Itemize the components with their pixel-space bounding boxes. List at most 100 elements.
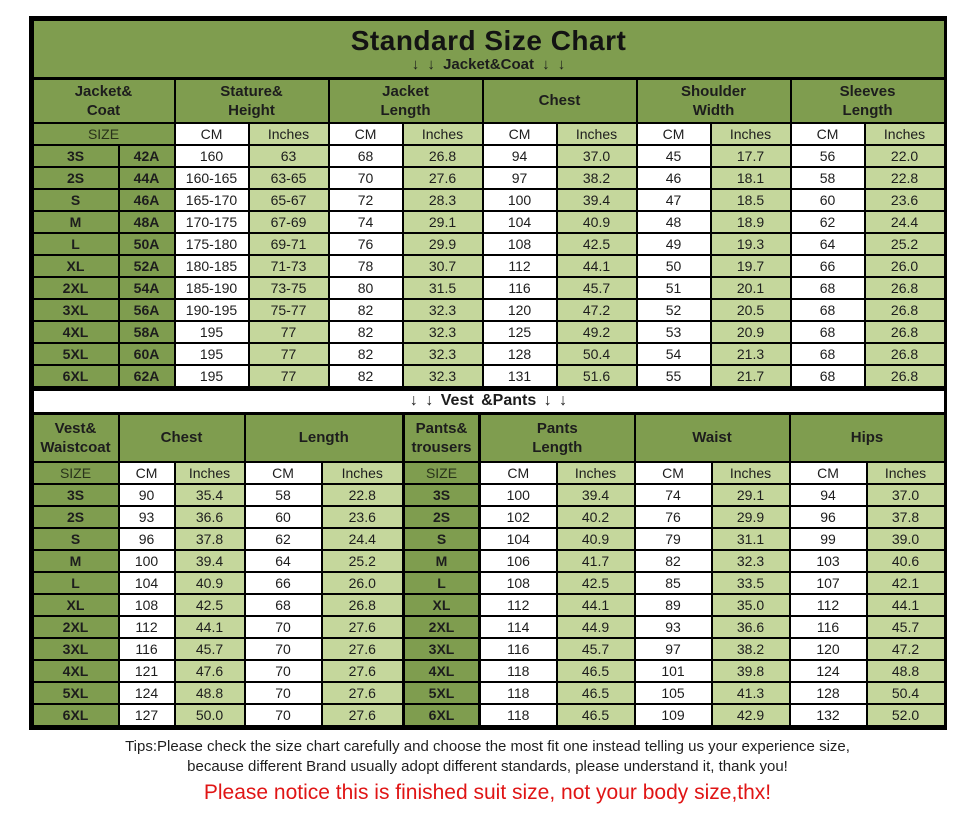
group-header-row: Jacket& Coat Stature& Height Jacket Length… (31, 77, 946, 125)
value-cell: 108 (481, 232, 558, 257)
value-cell: 22.0 (863, 144, 946, 169)
value-cell: 41.7 (555, 549, 636, 574)
value-cell: 195 (173, 342, 250, 367)
value-cell: 124 (788, 659, 868, 684)
jacket-coat-body: Jacket& Coat Stature& Height Jacket Length… (31, 77, 946, 389)
unit-header-cell: Inches (710, 461, 791, 486)
column-group-header: Chest (481, 77, 638, 125)
size-cell: 54A (117, 276, 176, 301)
unit-header-cell: Inches (555, 461, 636, 486)
value-cell: 190-195 (173, 298, 250, 323)
value-cell: 32.3 (401, 342, 484, 367)
size-cell: S (31, 527, 120, 552)
value-cell: 40.9 (173, 571, 246, 596)
value-cell: 90 (117, 483, 176, 508)
value-cell: 89 (633, 593, 713, 618)
unit-header-cell: CM (481, 122, 558, 147)
size-cell: 3XL (402, 637, 481, 662)
band-row: ↓ ↓ Vest &Pants ↓ ↓ (31, 388, 946, 416)
table-row: 4XL 58A 195 77 82 32.3 125 49.2 53 20.9 68 26.8 (31, 320, 946, 345)
value-cell: 75-77 (247, 298, 330, 323)
value-cell: 64 (789, 232, 866, 257)
value-cell: 27.6 (320, 637, 405, 662)
size-cell: 2S (31, 505, 120, 530)
unit-header-cell: Inches (709, 122, 792, 147)
value-cell: 127 (117, 703, 176, 728)
value-cell: 26.8 (863, 298, 946, 323)
value-cell: 102 (478, 505, 558, 530)
size-cell: 46A (117, 188, 176, 213)
value-cell: 175-180 (173, 232, 250, 257)
value-cell: 100 (117, 549, 176, 574)
unit-header-cell: Inches (247, 122, 330, 147)
value-cell: 25.2 (320, 549, 405, 574)
value-cell: 116 (481, 276, 558, 301)
value-cell: 44.1 (865, 593, 946, 618)
unit-header-row: SIZE CM Inches CM Inches CM Inches CM Inches CM In… (31, 122, 946, 147)
value-cell: 39.4 (173, 549, 246, 574)
size-cell: 50A (117, 232, 176, 257)
value-cell: 40.2 (555, 505, 636, 530)
value-cell: 37.8 (173, 527, 246, 552)
value-cell: 31.5 (401, 276, 484, 301)
size-cell: XL (31, 254, 120, 279)
value-cell: 32.3 (401, 298, 484, 323)
unit-header-cell: Inches (173, 461, 246, 486)
size-cell: L (402, 571, 481, 596)
size-cell: 58A (117, 320, 176, 345)
value-cell: 40.6 (865, 549, 946, 574)
column-group-header: Shoulder Width (635, 77, 792, 125)
chart-title: Standard Size Chart (350, 25, 627, 56)
value-cell: 45.7 (555, 276, 638, 301)
value-cell: 131 (481, 364, 558, 389)
value-cell: 42.5 (555, 571, 636, 596)
value-cell: 65-67 (247, 188, 330, 213)
value-cell: 19.3 (709, 232, 792, 257)
value-cell: 104 (117, 571, 176, 596)
value-cell: 66 (243, 571, 323, 596)
vest-pants-body: Vest& Waistcoat Chest Length Pants& trouser… (31, 412, 946, 728)
value-cell: 49.2 (555, 320, 638, 345)
table-row: M 100 39.4 64 25.2 M 106 41.7 82 32.3 103 40.6 (31, 549, 946, 574)
title-row: Standard Size Chart ↓ ↓ Jacket&Coat ↓ ↓ (31, 19, 946, 81)
value-cell: 74 (327, 210, 404, 235)
value-cell: 24.4 (320, 527, 405, 552)
value-cell: 195 (173, 364, 250, 389)
value-cell: 101 (633, 659, 713, 684)
column-group-header: Pants& trousers (402, 412, 481, 464)
value-cell: 76 (327, 232, 404, 257)
table-row: 2S 93 36.6 60 23.6 2S 102 40.2 76 29.9 96 37.8 (31, 505, 946, 530)
value-cell: 109 (633, 703, 713, 728)
column-group-header: Jacket Length (327, 77, 484, 125)
value-cell: 76 (633, 505, 713, 530)
value-cell: 39.8 (710, 659, 791, 684)
value-cell: 32.3 (401, 364, 484, 389)
value-cell: 82 (327, 364, 404, 389)
tips-line-1: Tips:Please check the size chart careful… (125, 738, 850, 756)
value-cell: 96 (117, 527, 176, 552)
size-cell: M (31, 549, 120, 574)
value-cell: 36.6 (710, 615, 791, 640)
value-cell: 63-65 (247, 166, 330, 191)
value-cell: 97 (481, 166, 558, 191)
size-cell: S (31, 188, 120, 213)
value-cell: 93 (117, 505, 176, 530)
value-cell: 82 (327, 342, 404, 367)
value-cell: 78 (327, 254, 404, 279)
value-cell: 27.6 (320, 659, 405, 684)
size-cell: 6XL (31, 364, 120, 389)
table-row: L 104 40.9 66 26.0 L 108 42.5 85 33.5 107 42.1 (31, 571, 946, 596)
size-cell: 2S (402, 505, 481, 530)
value-cell: 77 (247, 320, 330, 345)
value-cell: 71-73 (247, 254, 330, 279)
jacket-coat-band: ↓ ↓ Jacket&Coat ↓ ↓ (411, 56, 566, 74)
value-cell: 40.9 (555, 210, 638, 235)
value-cell: 26.8 (863, 320, 946, 345)
value-cell: 47.2 (555, 298, 638, 323)
value-cell: 21.3 (709, 342, 792, 367)
size-cell: 6XL (402, 703, 481, 728)
unit-header-cell: CM (633, 461, 713, 486)
size-cell: 3XL (31, 298, 120, 323)
value-cell: 18.5 (709, 188, 792, 213)
unit-header-cell: SIZE (402, 461, 481, 486)
